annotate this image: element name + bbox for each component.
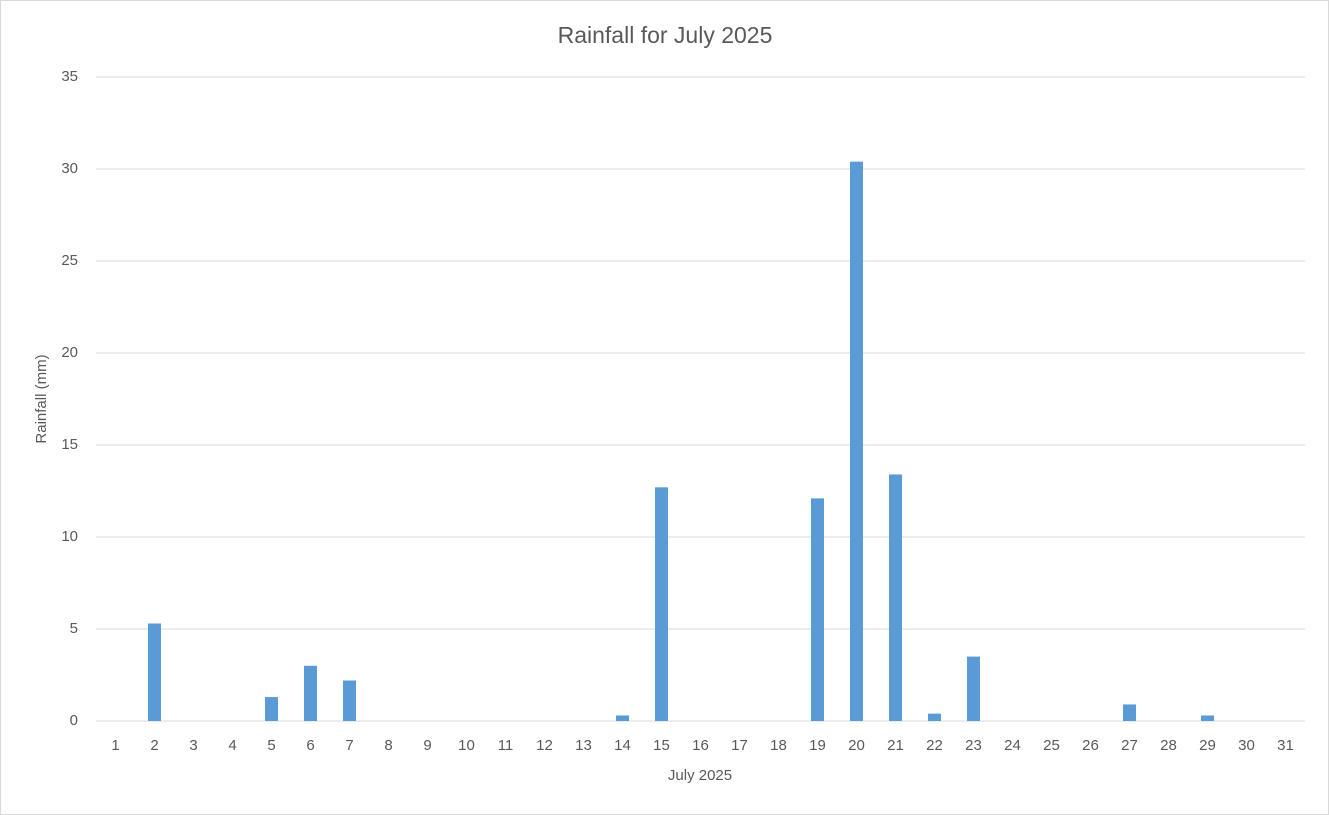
x-tick-label: 6 [306,737,314,754]
bar [304,665,317,721]
x-tick-label: 12 [536,737,553,754]
x-tick-label: 9 [423,737,431,754]
bar [343,680,356,721]
y-tick-label: 20 [61,344,78,361]
x-tick-label: 30 [1238,737,1255,754]
y-axis-label: Rainfall (mm) [33,354,50,443]
bar [967,656,980,721]
x-tick-label: 7 [345,737,353,754]
bar [928,713,941,721]
y-tick-label: 5 [70,620,78,637]
x-tick-label: 10 [458,737,475,754]
x-tick-label: 1 [111,737,119,754]
x-tick-label: 25 [1043,737,1060,754]
x-tick-label: 27 [1121,737,1138,754]
x-tick-label: 29 [1199,737,1216,754]
x-tick-label: 13 [575,737,592,754]
x-tick-label: 2 [150,737,158,754]
y-tick-label: 35 [61,68,78,85]
x-tick-label: 18 [770,737,787,754]
bar [265,697,278,721]
bar [889,474,902,721]
y-tick-label: 25 [61,252,78,269]
x-tick-label: 23 [965,737,982,754]
bar [148,623,161,721]
x-tick-label: 16 [692,737,709,754]
x-tick-label: 19 [809,737,826,754]
bar [616,715,629,721]
bar [850,161,863,721]
x-tick-label: 14 [614,737,631,754]
x-tick-label: 15 [653,737,670,754]
x-tick-label: 8 [384,737,392,754]
bar [1123,704,1136,721]
x-tick-label: 31 [1277,737,1294,754]
bar [655,487,668,721]
chart-title: Rainfall for July 2025 [558,22,773,48]
x-tick-label: 26 [1082,737,1099,754]
x-tick-label: 17 [731,737,748,754]
y-tick-label: 10 [61,528,78,545]
x-tick-label: 4 [228,737,236,754]
x-tick-label: 5 [267,737,275,754]
y-tick-label: 15 [61,436,78,453]
x-tick-label: 3 [189,737,197,754]
x-axis-label: July 2025 [668,767,732,784]
y-tick-label: 30 [61,160,78,177]
x-tick-label: 21 [887,737,904,754]
x-tick-label: 20 [848,737,865,754]
x-tick-label: 24 [1004,737,1021,754]
x-tick-label: 28 [1160,737,1177,754]
x-tick-label: 22 [926,737,943,754]
bar [811,498,824,721]
x-tick-label: 11 [498,737,514,754]
bar [1201,715,1214,721]
y-tick-label: 0 [70,712,78,729]
